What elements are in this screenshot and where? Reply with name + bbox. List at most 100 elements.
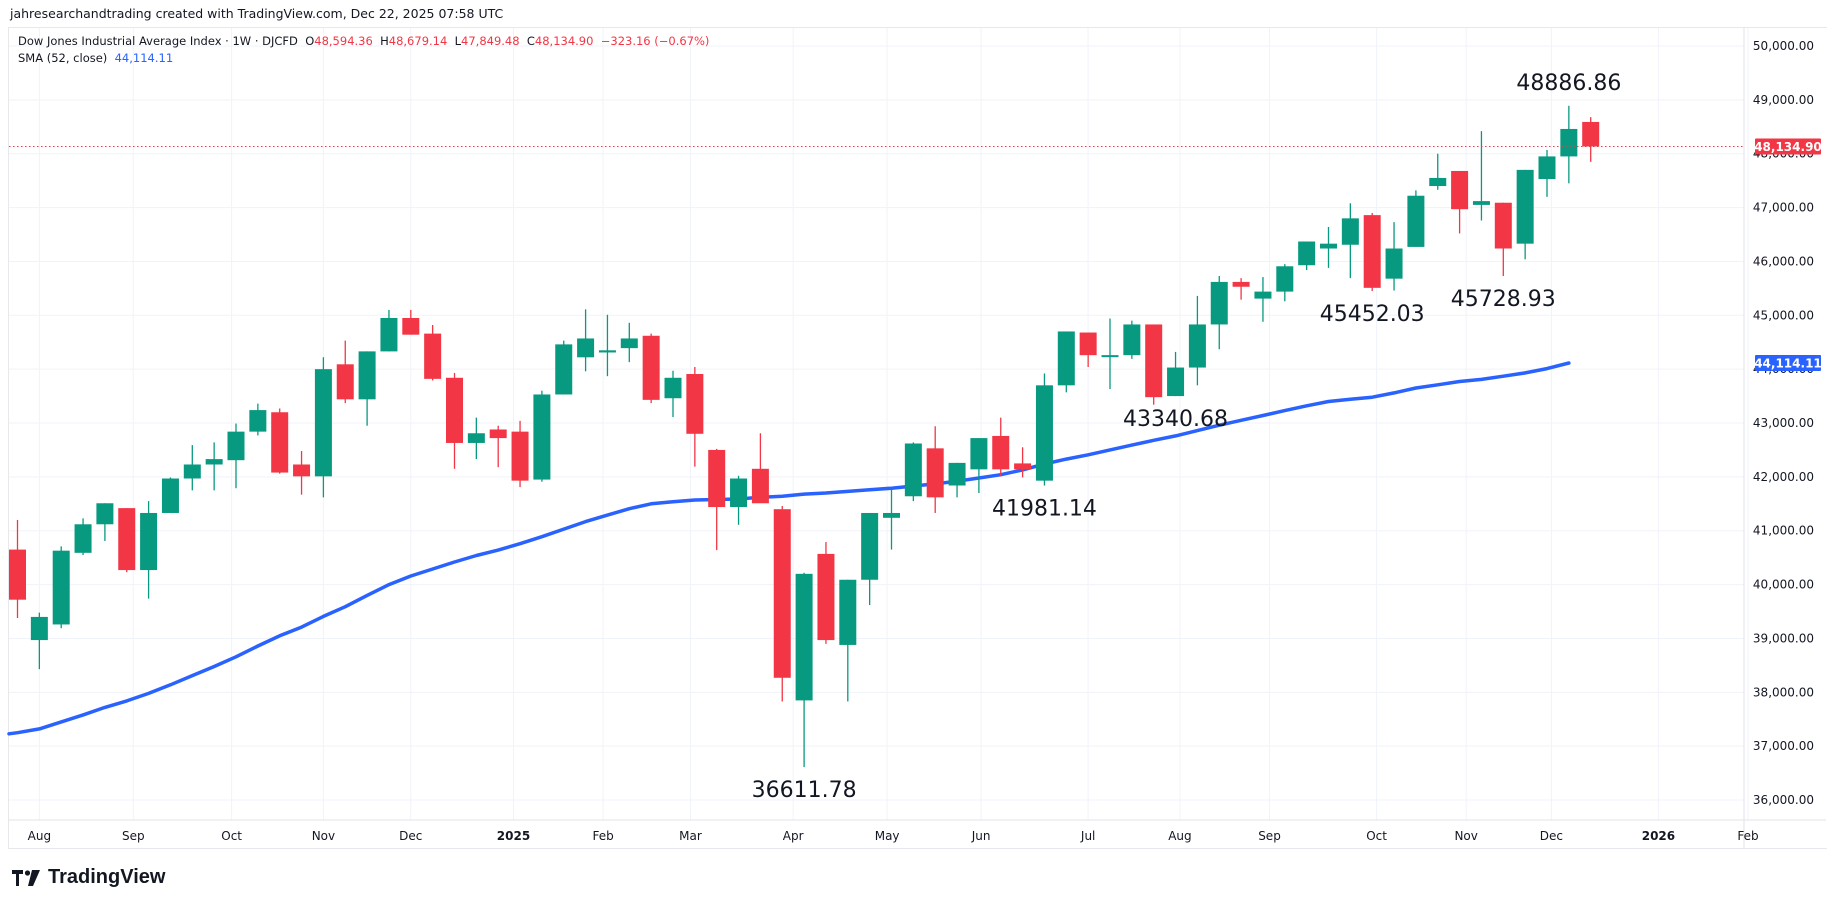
candle (773, 505, 791, 702)
candle (1560, 105, 1578, 184)
time-tick-label: Feb (1737, 829, 1758, 843)
candle (948, 462, 966, 498)
time-tick-label: Jun (971, 829, 991, 843)
candle (1123, 320, 1141, 359)
candle (926, 426, 944, 513)
candle (1516, 169, 1534, 260)
time-tick-label: Mar (679, 829, 702, 843)
candle (1451, 170, 1469, 234)
sma-price-badge: 44,114.11 (1754, 355, 1822, 372)
candle (1298, 241, 1316, 271)
svg-text:44,114.11: 44,114.11 (1754, 357, 1822, 371)
sma-label[interactable]: SMA (52, close) (18, 51, 108, 65)
time-tick-label: 2025 (497, 829, 530, 843)
price-annotation: 45452.03 (1320, 302, 1425, 327)
candle (1538, 149, 1556, 197)
price-tick-label: 36,000.00 (1753, 793, 1814, 807)
time-tick-label: Oct (1366, 829, 1387, 843)
candle (446, 372, 463, 469)
tradingview-logo-text: TradingView (48, 866, 166, 888)
candle (817, 542, 835, 644)
price-axis[interactable]: 36,000.00 37,000.00 38,000.00 39,000.00 40,0… (1753, 39, 1814, 807)
price-tick-label: 40,000.00 (1753, 578, 1814, 592)
candle (9, 519, 26, 618)
candle (1494, 202, 1512, 276)
price-annotation: 48886.86 (1516, 71, 1621, 96)
candle (1407, 190, 1425, 247)
candle (511, 420, 529, 488)
high-value: 48,679.14 (388, 34, 448, 48)
price-tick-label: 42,000.00 (1753, 470, 1814, 484)
candle (1254, 277, 1272, 322)
candle (1385, 222, 1403, 291)
candle (52, 546, 70, 629)
candle (1210, 275, 1228, 350)
candle (467, 417, 485, 460)
candle (861, 512, 879, 606)
price-annotation: 36611.78 (752, 778, 857, 803)
tradingview-logo-icon (12, 869, 40, 886)
candle (30, 612, 48, 670)
candle (314, 357, 332, 498)
time-tick-label: Nov (1454, 829, 1477, 843)
candle (1014, 447, 1032, 478)
candle (642, 333, 660, 404)
chart-credit: jahresearchandtrading created with Tradi… (10, 6, 504, 21)
svg-text:48,134.90: 48,134.90 (1754, 140, 1822, 154)
last-price-badge: 48,134.90 (1754, 138, 1822, 155)
symbol-title[interactable]: Dow Jones Industrial Average Index · 1W … (18, 34, 298, 48)
ohlc-row: Dow Jones Industrial Average Index · 1W … (18, 33, 709, 50)
time-axis[interactable]: Aug Sep Oct Nov Dec 2025 Feb Mar Apr May Jun Jul Aug… (28, 829, 1759, 843)
chart-frame (8, 27, 1827, 849)
candle (1276, 264, 1294, 302)
candle (795, 572, 813, 768)
candle (598, 314, 616, 377)
chart-legend: Dow Jones Industrial Average Index · 1W … (18, 33, 709, 67)
grid-lines (9, 28, 1826, 848)
candle (577, 309, 595, 372)
candle (555, 340, 573, 395)
time-tick-label: Sep (1258, 829, 1281, 843)
candle (1035, 373, 1053, 486)
change-value: −323.16 (−0.67%) (600, 34, 710, 48)
candle (1320, 226, 1337, 268)
candle (249, 403, 267, 436)
candle (620, 322, 638, 363)
candle (1079, 332, 1097, 368)
price-annotations: 48886.86 45728.93 45452.03 43340.68 41981.14… (752, 71, 1622, 803)
candle (751, 433, 769, 504)
candle (1363, 212, 1381, 292)
time-tick-label: Nov (312, 829, 335, 843)
time-tick-label: May (875, 829, 900, 843)
sma-value: 44,114.11 (114, 51, 174, 65)
price-tick-label: 41,000.00 (1753, 524, 1814, 538)
candle (293, 451, 311, 495)
price-annotation: 43340.68 (1123, 407, 1228, 432)
candle (664, 370, 682, 418)
high-label: H (380, 34, 389, 48)
time-tick-label: Dec (1540, 829, 1563, 843)
candles (9, 105, 1600, 768)
candle (358, 351, 376, 426)
candle (161, 477, 179, 513)
candle (140, 501, 158, 599)
price-annotation: 41981.14 (992, 496, 1097, 521)
candle (839, 579, 857, 702)
open-label: O (305, 34, 315, 48)
candle (183, 445, 201, 491)
tradingview-logo[interactable]: TradingView (12, 866, 165, 889)
time-tick-label: Apr (783, 829, 804, 843)
time-tick-label: Feb (592, 829, 613, 843)
price-tick-label: 43,000.00 (1753, 416, 1814, 430)
candle (1232, 278, 1250, 300)
price-tick-label: 38,000.00 (1753, 685, 1814, 699)
low-value: 47,849.48 (461, 34, 520, 48)
time-tick-label: Sep (122, 829, 145, 843)
time-tick-label: Jul (1080, 829, 1095, 843)
candle (1167, 351, 1185, 397)
candle (1429, 153, 1447, 190)
price-tick-label: 37,000.00 (1753, 739, 1814, 753)
candle (1582, 117, 1600, 162)
price-tick-label: 50,000.00 (1753, 39, 1814, 53)
